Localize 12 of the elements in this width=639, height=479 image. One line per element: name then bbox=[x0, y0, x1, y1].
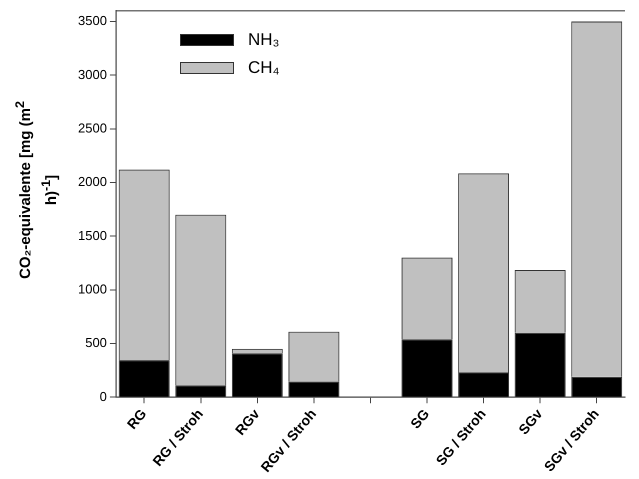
y-tick-label: 3500 bbox=[78, 13, 107, 28]
x-tick-label: RG bbox=[124, 406, 150, 432]
legend-label: CH₄ bbox=[248, 58, 280, 78]
y-tick-label: 0 bbox=[100, 388, 107, 404]
y-tick-label: 2500 bbox=[78, 120, 107, 136]
x-tick-label: SG bbox=[407, 406, 432, 432]
y-tick-label: 2000 bbox=[78, 174, 107, 190]
y-tick-label: 3000 bbox=[78, 66, 107, 82]
y-tick-label: 500 bbox=[85, 335, 107, 350]
y-tick-label: 1500 bbox=[78, 228, 107, 243]
y-tick-label: 1000 bbox=[78, 281, 107, 296]
legend-label: NH₃ bbox=[248, 30, 280, 50]
